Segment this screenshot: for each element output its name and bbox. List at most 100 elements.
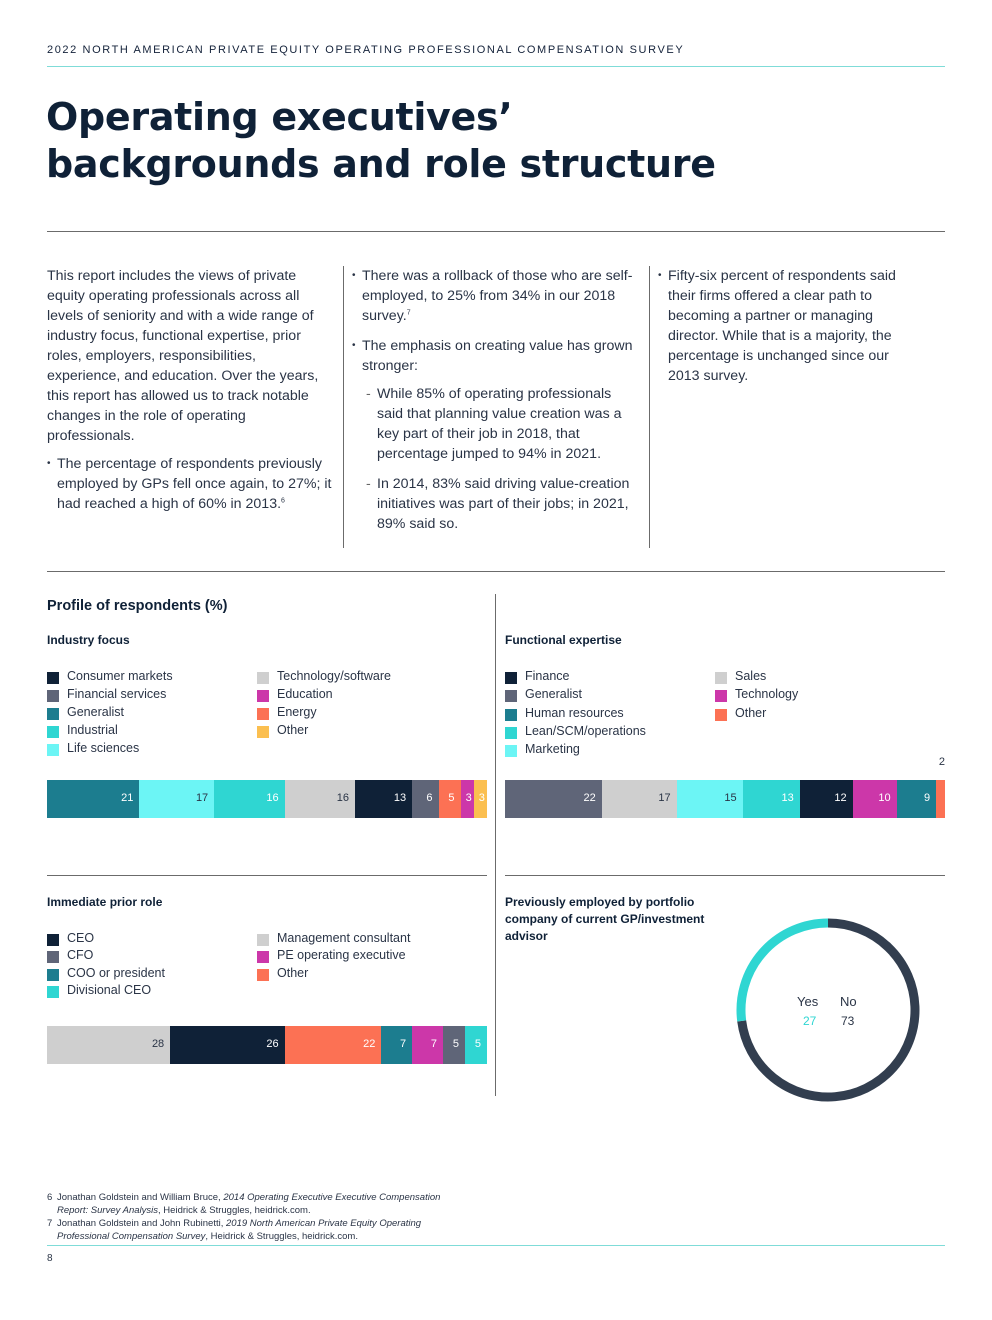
legend-label: Generalist xyxy=(67,705,124,719)
bullet-text: The percentage of respondents previously… xyxy=(57,456,332,512)
legend-label: Technology/software xyxy=(277,669,391,683)
legend-label: Consumer markets xyxy=(67,669,173,683)
column-divider xyxy=(343,266,344,548)
profile-section-title: Profile of respondents (%) xyxy=(47,598,228,614)
immediate-prior-role-bar: 28 26 22 7 7 5 5 xyxy=(47,1026,487,1064)
bar-segment: 5 xyxy=(464,1026,487,1064)
intro-bullet: The percentage of respondents previously… xyxy=(47,454,332,514)
legend-swatch xyxy=(505,672,517,684)
legend-swatch xyxy=(47,708,59,720)
segment-value: 13 xyxy=(781,792,794,804)
bar-segment: 6 xyxy=(412,780,439,818)
legend-label: Technology xyxy=(735,687,799,702)
donut-slice-no xyxy=(737,918,920,1102)
previously-employed-donut xyxy=(736,918,920,1102)
previously-employed-title: Previously employed by portfolio company… xyxy=(505,895,705,943)
legend-swatch xyxy=(47,951,59,964)
intro-sub-bullet: In 2014, 83% said driving value-creation… xyxy=(352,474,637,534)
running-head: 2022 NORTH AMERICAN PRIVATE EQUITY OPERA… xyxy=(47,44,685,56)
segment-value: 6 xyxy=(426,792,433,804)
legend-label: Human resources xyxy=(525,705,624,720)
legend-label: COO or president xyxy=(67,965,165,980)
footnote-authors: Jonathan Goldstein and John Rubinetti, xyxy=(57,1218,227,1229)
segment-value: 17 xyxy=(658,792,671,804)
footer-rule xyxy=(47,1245,945,1246)
bullet-text: Fifty-six percent of respondents said th… xyxy=(668,268,896,384)
segment-value: 28 xyxy=(151,1038,165,1050)
segment-value: 12 xyxy=(834,792,847,804)
donut-value-yes: 27 xyxy=(803,1014,817,1028)
intro-bullet: The emphasis on creating value has grown… xyxy=(352,336,637,376)
bar-segment: 12 xyxy=(799,780,853,818)
bar-segment: 3 xyxy=(460,780,474,818)
bar-segment: 5 xyxy=(438,780,461,818)
chart-column-divider xyxy=(495,594,496,1096)
footnote-number: 7 xyxy=(47,1218,53,1229)
bar-segment: 2 xyxy=(936,756,945,818)
segment-value: 7 xyxy=(430,1038,437,1050)
legend-swatch xyxy=(505,745,517,758)
legend-label: Management consultant xyxy=(277,931,411,945)
bar-segment: 7 xyxy=(381,1026,413,1064)
legend-swatch xyxy=(257,672,269,684)
legend-label: Other xyxy=(277,965,309,980)
donut-slice-yes xyxy=(736,918,829,1022)
footnote-ref: 7 xyxy=(406,309,411,317)
bar-segment: 22 xyxy=(284,1026,382,1064)
bar-segment: 21 xyxy=(47,780,140,818)
legend-swatch xyxy=(715,708,727,721)
legend-label: Finance xyxy=(525,669,570,683)
legend-label: Education xyxy=(277,687,333,701)
segment-value: 9 xyxy=(924,792,931,804)
legend-swatch xyxy=(505,690,517,703)
bar-segment: 9 xyxy=(896,780,937,818)
legend-swatch xyxy=(47,744,59,756)
footnote-authors: Jonathan Goldstein and William Bruce, xyxy=(57,1192,224,1203)
intro-bullet: Fifty-six percent of respondents said th… xyxy=(658,266,908,386)
legend-label: Other xyxy=(735,705,767,720)
legend-label: Energy xyxy=(277,705,317,719)
legend-label: Financial services xyxy=(67,687,167,701)
title-divider xyxy=(47,231,945,232)
sub-bullet-text: While 85% of operating professionals sai… xyxy=(377,386,622,462)
intro-bullet: There was a rollback of those who are se… xyxy=(352,266,637,326)
segment-value: 16 xyxy=(266,792,279,804)
section-divider xyxy=(47,571,945,572)
bar-segment: 17 xyxy=(601,780,677,818)
page-number: 8 xyxy=(47,1253,53,1264)
page-title: Operating executives’ backgrounds and ro… xyxy=(46,94,846,188)
legend-label: CEO xyxy=(67,931,95,945)
functional-expertise-title: Functional expertise xyxy=(505,633,622,647)
footnote-title: 2014 Operating Executive Executive Compe… xyxy=(57,1192,441,1216)
intro-column-3: Fifty-six percent of respondents said th… xyxy=(658,266,908,396)
bullet-text: There was a rollback of those who are se… xyxy=(362,268,633,324)
segment-value: 15 xyxy=(724,792,737,804)
segment-value: 7 xyxy=(400,1038,407,1050)
legend-label: CFO xyxy=(67,948,94,963)
bar-segment: 7 xyxy=(412,1026,443,1064)
functional-expertise-bar: 22 17 15 13 12 10 9 2 xyxy=(505,756,945,818)
legend-swatch xyxy=(257,690,269,702)
legend-swatch xyxy=(505,726,517,739)
segment-value: 5 xyxy=(448,792,455,804)
bar-segment: 5 xyxy=(442,1026,465,1064)
bar-segment: 22 xyxy=(505,780,602,818)
legend-swatch xyxy=(257,951,269,964)
header-rule xyxy=(47,66,945,67)
legend-swatch xyxy=(47,726,59,738)
bar-segment: 13 xyxy=(742,780,800,818)
industry-focus-bar: 21 17 16 16 13 6 5 3 3 xyxy=(47,780,487,818)
intro-sub-bullet: While 85% of operating professionals sai… xyxy=(352,384,637,464)
legend-swatch xyxy=(47,934,59,946)
bar-segment: 15 xyxy=(676,780,743,818)
legend-swatch xyxy=(47,968,59,981)
legend-label: Industrial xyxy=(67,723,118,737)
chart-divider xyxy=(47,875,487,876)
legend-label: PE operating executive xyxy=(277,948,406,963)
footnote-ref: 6 xyxy=(281,497,285,505)
legend-swatch xyxy=(47,985,59,998)
segment-value: 16 xyxy=(336,792,349,804)
footnote-6: 6 Jonathan Goldstein and William Bruce, … xyxy=(47,1192,467,1217)
segment-value: 22 xyxy=(583,792,596,804)
donut-label-yes: Yes xyxy=(797,994,819,1009)
